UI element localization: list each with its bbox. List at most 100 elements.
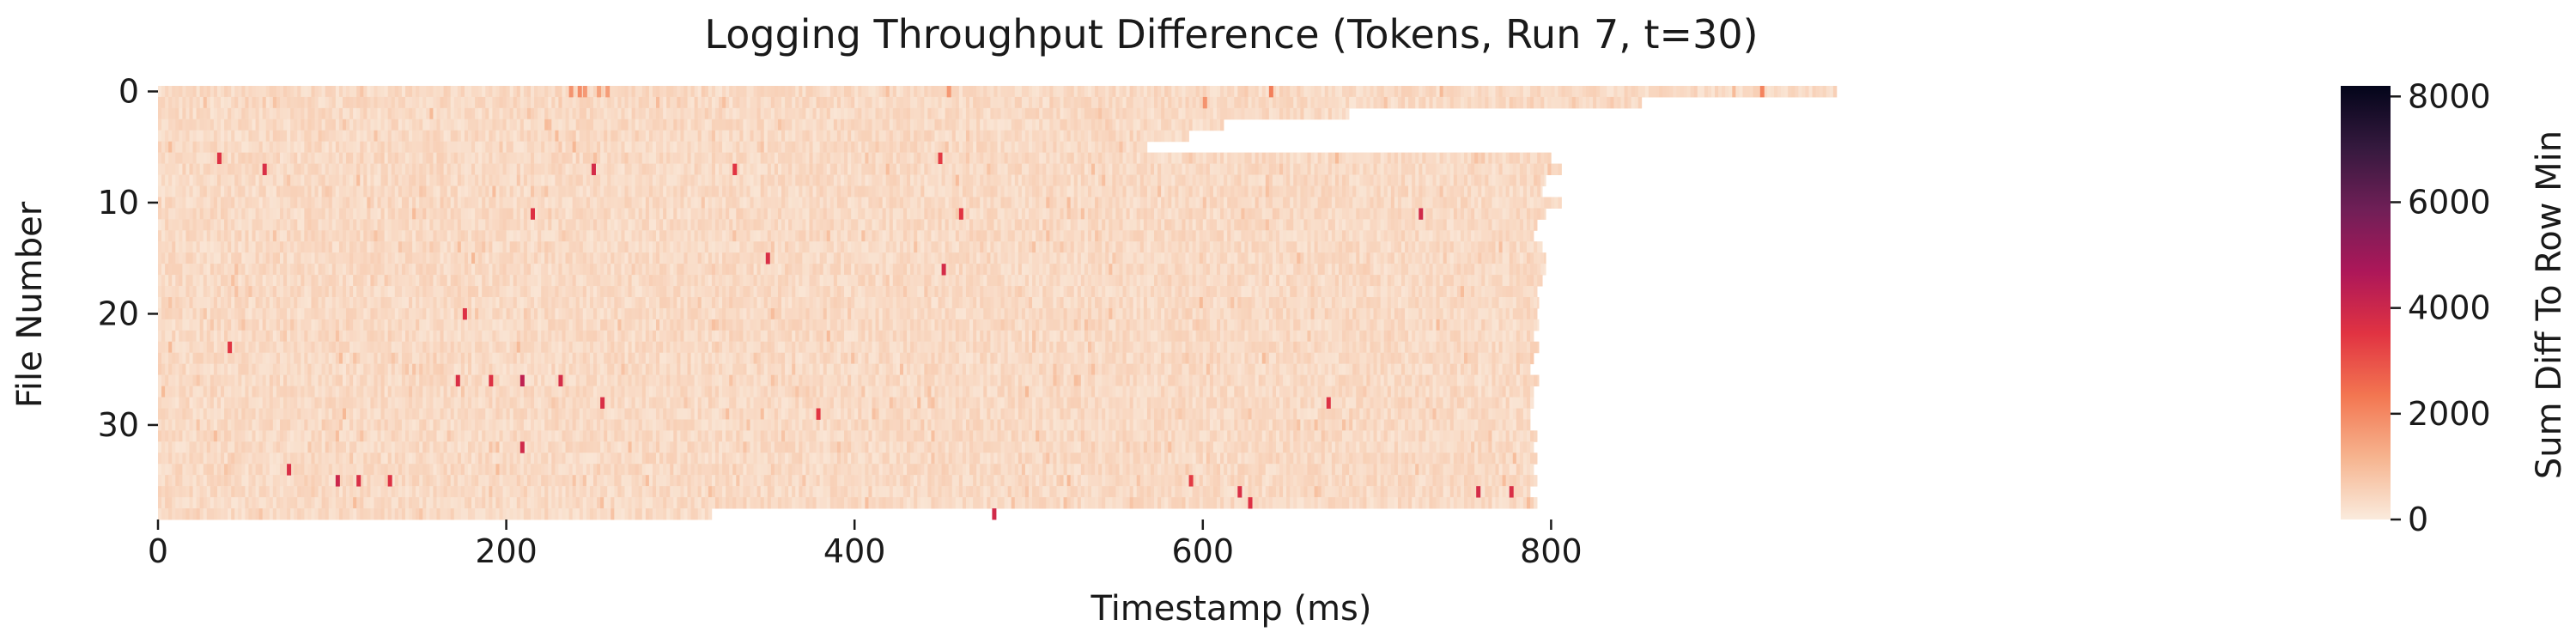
heatmap-cell [516, 174, 521, 186]
heatmap-cell [889, 219, 894, 231]
heatmap-cell [1488, 163, 1492, 175]
heatmap-cell [673, 185, 677, 197]
heatmap-cell [478, 174, 483, 186]
heatmap-cell [872, 219, 876, 231]
heatmap-cell [902, 141, 908, 154]
heatmap-cell [777, 197, 782, 209]
heatmap-cell [1397, 163, 1402, 175]
heatmap-cell [914, 130, 918, 143]
heatmap-cell [1492, 174, 1496, 186]
heatmap-cell [743, 219, 747, 231]
heatmap-cell [826, 107, 831, 120]
heatmap-cell [349, 174, 354, 186]
heatmap-cell [269, 152, 274, 165]
heatmap-cell [328, 152, 333, 165]
heatmap-cell [1279, 86, 1284, 98]
heatmap-cell [404, 185, 410, 197]
heatmap-cell [1467, 197, 1472, 209]
heatmap-cell [1390, 219, 1395, 231]
heatmap-cell [976, 197, 981, 209]
heatmap-cell [530, 118, 535, 131]
heatmap-cell [538, 219, 542, 231]
heatmap-cell [1202, 174, 1207, 186]
heatmap-cell [1346, 208, 1350, 220]
heatmap-cell [526, 185, 532, 197]
heatmap-cell [1143, 197, 1148, 209]
heatmap-cell [1293, 96, 1297, 109]
heatmap-cell [701, 141, 706, 154]
heatmap-cell [823, 130, 828, 143]
heatmap-cell [349, 118, 354, 131]
heatmap-cell [1429, 174, 1433, 186]
heatmap-cell [670, 197, 674, 209]
heatmap-cell [697, 107, 702, 120]
heatmap-cell [301, 130, 305, 143]
heatmap-cell [489, 118, 493, 131]
heatmap-cell [575, 152, 580, 165]
heatmap-cell [363, 163, 368, 175]
heatmap-cell [338, 96, 343, 109]
heatmap-cell [892, 86, 897, 98]
heatmap-cell [262, 208, 267, 220]
heatmap-cell [1422, 174, 1426, 186]
heatmap-cell [519, 174, 525, 186]
heatmap-cell [519, 208, 525, 220]
heatmap-cell [272, 174, 277, 186]
heatmap-cell [819, 96, 823, 109]
heatmap-cell [231, 208, 235, 220]
heatmap-cell [1492, 219, 1496, 231]
heatmap-cell [1039, 174, 1043, 186]
heatmap-cell [1261, 208, 1267, 220]
heatmap-cell [680, 197, 684, 209]
heatmap-cell [1279, 107, 1284, 120]
heatmap-cell [387, 130, 392, 143]
heatmap-cell [1293, 185, 1297, 197]
heatmap-cell [506, 96, 510, 109]
heatmap-cell [304, 185, 308, 197]
heatmap-cell [419, 141, 423, 154]
heatmap-cell [1119, 208, 1123, 220]
heatmap-cell [426, 197, 430, 209]
heatmap-cell [1063, 96, 1067, 109]
heatmap-cell [1449, 208, 1455, 220]
heatmap-cell [436, 208, 440, 220]
heatmap-cell [641, 130, 647, 143]
heatmap-cell [1400, 197, 1406, 209]
heatmap-cell [1624, 96, 1628, 109]
heatmap-cell [526, 130, 532, 143]
heatmap-cell [1255, 107, 1259, 120]
heatmap-cell [234, 163, 239, 175]
heatmap-cell [962, 141, 967, 154]
heatmap-cell [1112, 163, 1116, 175]
heatmap-cell [920, 163, 925, 175]
heatmap-cell [307, 86, 312, 98]
heatmap-cell [1492, 197, 1496, 209]
heatmap-cell [1102, 152, 1106, 165]
heatmap-cell [597, 185, 601, 197]
heatmap-cell [338, 208, 343, 220]
heatmap-cell [1363, 197, 1367, 209]
heatmap-cell [265, 185, 270, 197]
heatmap-cell [1446, 197, 1451, 209]
heatmap-cell [1363, 86, 1367, 98]
heatmap-cell [1373, 96, 1377, 109]
heatmap-cell [1157, 118, 1162, 131]
heatmap-cell [892, 174, 897, 186]
heatmap-cell [899, 219, 904, 231]
heatmap-cell [1376, 163, 1381, 175]
heatmap-cell [1018, 96, 1023, 109]
heatmap-cell [1429, 86, 1433, 98]
heatmap-cell [579, 96, 584, 109]
heatmap-cell [471, 96, 476, 109]
heatmap-cell [1105, 118, 1109, 131]
heatmap-cell [182, 174, 186, 186]
heatmap-cell [1175, 152, 1179, 165]
heatmap-cell [506, 141, 510, 154]
heatmap-cell [1485, 208, 1489, 220]
heatmap-cell [530, 163, 535, 175]
heatmap-cell [1359, 197, 1364, 209]
heatmap-cell [760, 208, 765, 220]
heatmap-cell [861, 197, 866, 209]
heatmap-cell [443, 96, 447, 109]
heatmap-cell [1251, 197, 1255, 209]
